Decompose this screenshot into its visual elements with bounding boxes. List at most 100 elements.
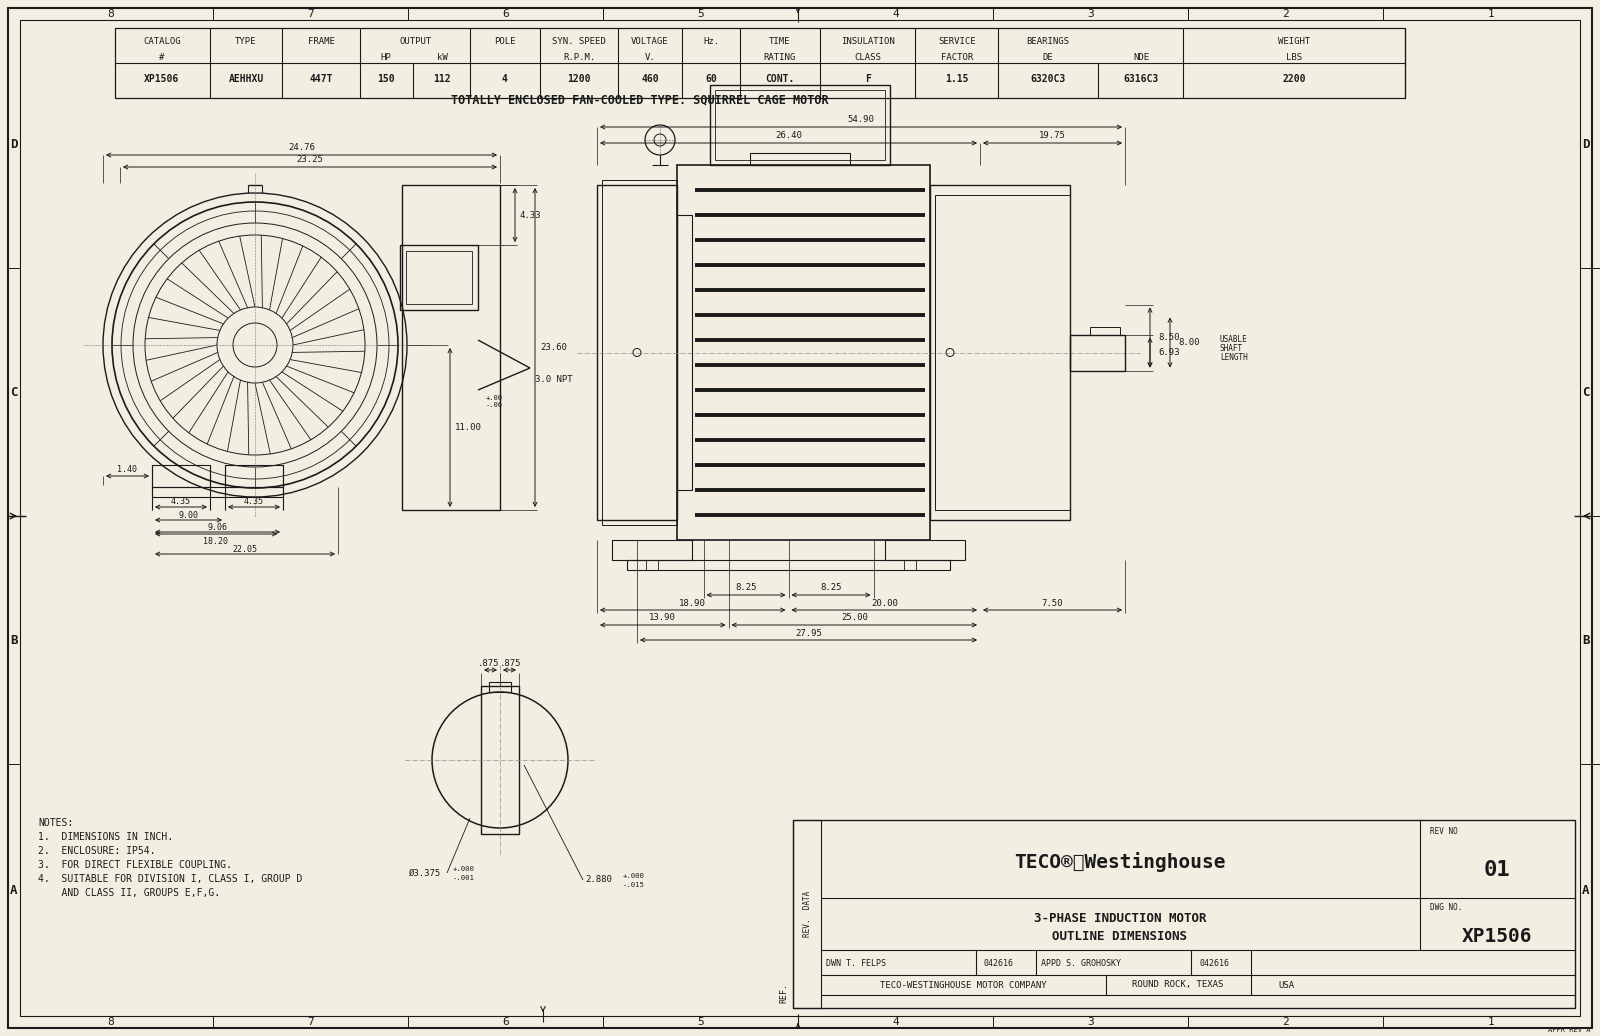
Text: 1200: 1200 xyxy=(568,74,590,84)
Text: 6320C3: 6320C3 xyxy=(1030,74,1066,84)
Text: 4.33: 4.33 xyxy=(520,210,541,220)
Text: REF.: REF. xyxy=(779,983,789,1003)
Text: 4.35: 4.35 xyxy=(171,497,190,507)
Bar xyxy=(710,85,890,165)
Text: REV.  DATA: REV. DATA xyxy=(803,891,811,938)
Text: 1.40: 1.40 xyxy=(117,465,138,474)
Text: 7.50: 7.50 xyxy=(1042,599,1064,607)
Text: 6.93: 6.93 xyxy=(1158,348,1179,357)
Bar xyxy=(794,821,1574,1008)
Text: 3.0 NPT: 3.0 NPT xyxy=(534,375,573,384)
Text: 23.25: 23.25 xyxy=(296,155,323,165)
Text: F: F xyxy=(866,74,870,84)
Text: 13.90: 13.90 xyxy=(650,613,677,623)
Bar xyxy=(602,180,677,525)
Text: TECO-WESTINGHOUSE MOTOR COMPANY: TECO-WESTINGHOUSE MOTOR COMPANY xyxy=(880,980,1046,989)
Text: 5: 5 xyxy=(698,9,704,19)
Text: 2: 2 xyxy=(1282,9,1290,19)
Bar xyxy=(400,244,478,310)
Text: 3: 3 xyxy=(1086,1017,1094,1027)
Text: 20.00: 20.00 xyxy=(870,599,898,607)
Text: XP1506: XP1506 xyxy=(144,74,179,84)
Text: 9.00: 9.00 xyxy=(179,511,198,519)
Text: +.00: +.00 xyxy=(486,395,502,401)
Text: 26.40: 26.40 xyxy=(774,132,802,141)
Text: -.001: -.001 xyxy=(453,875,475,881)
Bar xyxy=(402,185,499,510)
Text: 2.  ENCLOSURE: IP54.: 2. ENCLOSURE: IP54. xyxy=(38,846,155,856)
Text: POLE: POLE xyxy=(494,37,515,47)
Text: APPR REV A: APPR REV A xyxy=(1547,1027,1590,1033)
Text: 8.00: 8.00 xyxy=(1178,338,1200,347)
Text: HP: HP xyxy=(381,53,392,61)
Text: -.015: -.015 xyxy=(622,882,645,888)
Text: 6316C3: 6316C3 xyxy=(1123,74,1158,84)
Text: A: A xyxy=(10,884,18,896)
Text: SYN. SPEED: SYN. SPEED xyxy=(552,37,606,47)
Text: .875: .875 xyxy=(501,659,522,667)
Text: 4: 4 xyxy=(893,1017,899,1027)
Text: 460: 460 xyxy=(642,74,659,84)
Text: 60: 60 xyxy=(706,74,717,84)
Text: Hz.: Hz. xyxy=(702,37,718,47)
Text: TYPE: TYPE xyxy=(235,37,256,47)
Bar xyxy=(715,90,885,160)
Text: -.06: -.06 xyxy=(486,402,502,408)
Text: 042616: 042616 xyxy=(984,958,1014,968)
Text: 8.50: 8.50 xyxy=(1158,333,1179,342)
Text: 54.90: 54.90 xyxy=(848,115,875,124)
Text: 4: 4 xyxy=(502,74,507,84)
Text: C: C xyxy=(1582,385,1590,399)
Text: RATING: RATING xyxy=(763,53,797,61)
Bar xyxy=(482,686,518,834)
Text: 2.880: 2.880 xyxy=(586,875,611,885)
Text: 23.60: 23.60 xyxy=(541,343,566,352)
Text: TOTALLY ENCLOSED FAN-COOLED TYPE. SQUIRREL CAGE MOTOR: TOTALLY ENCLOSED FAN-COOLED TYPE. SQUIRR… xyxy=(451,93,829,107)
Text: +.000: +.000 xyxy=(453,866,475,872)
Text: 19.75: 19.75 xyxy=(1038,132,1066,141)
Text: DWN T. FELPS: DWN T. FELPS xyxy=(826,958,886,968)
Text: C: C xyxy=(10,385,18,399)
Bar xyxy=(611,540,691,560)
Text: 7: 7 xyxy=(307,1017,314,1027)
Text: kW: kW xyxy=(437,53,448,61)
Text: 1.15: 1.15 xyxy=(946,74,968,84)
Text: CATALOG: CATALOG xyxy=(142,37,181,47)
Text: FRAME: FRAME xyxy=(307,37,334,47)
Bar xyxy=(885,540,965,560)
Text: #: # xyxy=(160,53,165,61)
Bar xyxy=(597,185,677,520)
Text: A: A xyxy=(1582,884,1590,896)
Text: 1: 1 xyxy=(1488,1017,1494,1027)
Text: INSULATION: INSULATION xyxy=(842,37,894,47)
Text: USA: USA xyxy=(1278,980,1294,989)
Text: 11.00: 11.00 xyxy=(454,423,482,432)
Text: 4: 4 xyxy=(893,9,899,19)
Bar xyxy=(750,153,850,165)
Text: TECO®ⓂWestinghouse: TECO®ⓂWestinghouse xyxy=(1014,852,1226,872)
Text: 4.  SUITABLE FOR DIVISION I, CLASS I, GROUP D: 4. SUITABLE FOR DIVISION I, CLASS I, GRO… xyxy=(38,874,302,884)
Bar xyxy=(934,195,1070,510)
Text: VOLTAGE: VOLTAGE xyxy=(630,37,669,47)
Text: 1: 1 xyxy=(1488,9,1494,19)
Text: 042616: 042616 xyxy=(1198,958,1229,968)
Text: D: D xyxy=(10,138,18,150)
Bar xyxy=(930,185,1070,520)
Text: NDE: NDE xyxy=(1133,53,1149,61)
Bar xyxy=(1090,326,1120,335)
Bar xyxy=(152,487,283,497)
Text: 24.76: 24.76 xyxy=(288,144,315,152)
Text: 6: 6 xyxy=(502,1017,509,1027)
Text: 7: 7 xyxy=(307,9,314,19)
Bar xyxy=(115,28,1405,98)
Bar xyxy=(490,682,510,692)
Bar xyxy=(677,215,691,490)
Text: 447T: 447T xyxy=(309,74,333,84)
Text: OUTLINE DIMENSIONS: OUTLINE DIMENSIONS xyxy=(1053,929,1187,943)
Text: OUTPUT: OUTPUT xyxy=(400,37,432,47)
Bar xyxy=(406,251,472,304)
Text: B: B xyxy=(1582,633,1590,646)
Text: AEHHXU: AEHHXU xyxy=(229,74,264,84)
Bar xyxy=(677,165,930,540)
Text: FACTOR: FACTOR xyxy=(941,53,973,61)
